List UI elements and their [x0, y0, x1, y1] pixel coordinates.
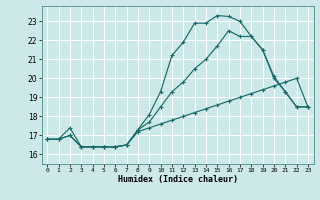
X-axis label: Humidex (Indice chaleur): Humidex (Indice chaleur)	[118, 175, 237, 184]
